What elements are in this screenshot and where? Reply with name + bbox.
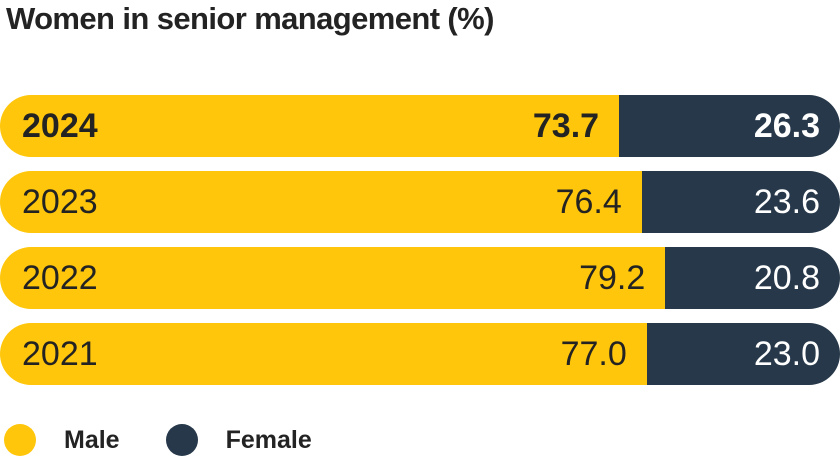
female-bar-segment: 20.8 — [665, 247, 840, 309]
male-bar-segment: 2023 76.4 — [0, 171, 642, 233]
female-bar-segment: 23.6 — [641, 171, 840, 233]
female-bar-segment: 26.3 — [619, 95, 840, 157]
legend-item-female: Female — [165, 424, 312, 456]
female-value-label: 23.6 — [753, 183, 820, 221]
bar-chart: 2024 73.7 26.3 2023 76.4 23.6 2022 79.2 … — [0, 95, 840, 399]
male-swatch-icon — [4, 424, 36, 456]
female-swatch-icon — [165, 424, 198, 456]
legend-label-male: Male — [64, 425, 120, 454]
female-bar-segment: 23.0 — [646, 323, 840, 385]
year-label: 2022 — [22, 259, 98, 297]
year-label: 2021 — [22, 335, 98, 373]
male-bar-segment: 2022 79.2 — [0, 247, 666, 309]
male-bar-segment: 2024 73.7 — [0, 95, 620, 157]
bar-row-2022: 2022 79.2 20.8 — [0, 247, 840, 309]
female-value-label: 23.0 — [753, 335, 820, 373]
female-value-label: 20.8 — [753, 259, 820, 297]
male-value-label: 73.7 — [532, 107, 600, 145]
male-value-label: 79.2 — [579, 259, 646, 297]
year-label: 2024 — [22, 107, 98, 145]
year-label: 2023 — [22, 183, 98, 221]
bar-row-2024: 2024 73.7 26.3 — [0, 95, 840, 157]
chart-legend: Male Female — [4, 424, 358, 456]
female-value-label: 26.3 — [753, 107, 820, 145]
legend-label-female: Female — [225, 425, 312, 454]
male-value-label: 76.4 — [555, 183, 622, 221]
legend-item-male: Male — [4, 424, 120, 456]
bar-row-2023: 2023 76.4 23.6 — [0, 171, 840, 233]
bar-row-2021: 2021 77.0 23.0 — [0, 323, 840, 385]
male-value-label: 77.0 — [560, 335, 627, 373]
male-bar-segment: 2021 77.0 — [0, 323, 647, 385]
chart-title: Women in senior management (%) — [6, 1, 494, 36]
